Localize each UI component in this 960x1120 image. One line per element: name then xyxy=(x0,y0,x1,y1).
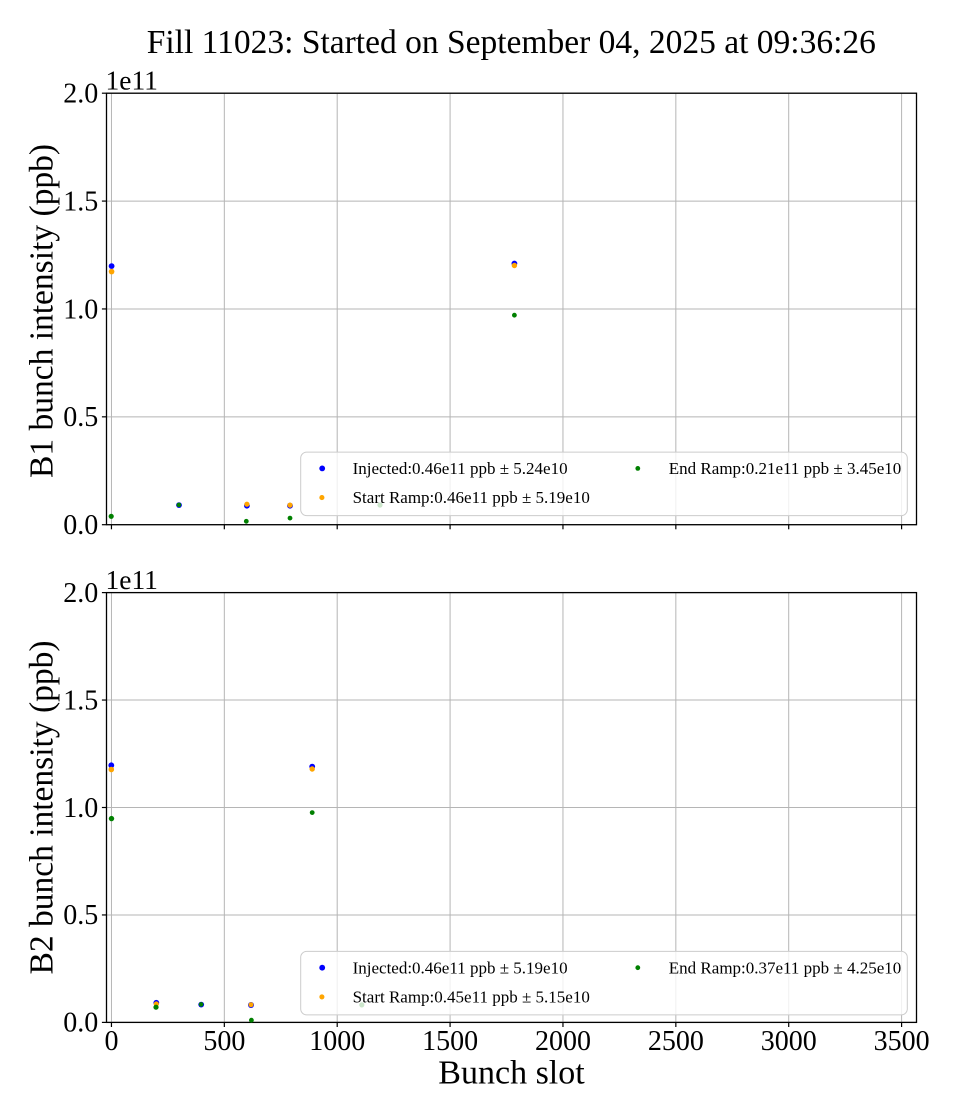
svg-text:0.5: 0.5 xyxy=(63,402,98,433)
svg-text:Start Ramp:0.46e11 ppb ± 5.19e: Start Ramp:0.46e11 ppb ± 5.19e10 xyxy=(353,488,590,507)
svg-text:1.0: 1.0 xyxy=(63,294,98,325)
svg-text:1e11: 1e11 xyxy=(106,65,158,96)
svg-text:1000: 1000 xyxy=(309,1026,365,1057)
svg-text:1.5: 1.5 xyxy=(63,685,98,716)
svg-text:3500: 3500 xyxy=(874,1026,930,1057)
svg-text:Injected:0.46e11 ppb ± 5.19e10: Injected:0.46e11 ppb ± 5.19e10 xyxy=(353,958,568,977)
svg-text:2.0: 2.0 xyxy=(63,79,98,110)
svg-text:0.5: 0.5 xyxy=(63,900,98,931)
svg-text:Bunch slot: Bunch slot xyxy=(438,1054,585,1091)
svg-text:Fill 11023: Started on Septemb: Fill 11023: Started on September 04, 202… xyxy=(147,24,876,61)
svg-text:0: 0 xyxy=(104,1026,118,1057)
svg-text:End Ramp:0.37e11 ppb ± 4.25e10: End Ramp:0.37e11 ppb ± 4.25e10 xyxy=(669,958,902,977)
svg-text:0.0: 0.0 xyxy=(63,510,98,541)
svg-text:1e11: 1e11 xyxy=(106,564,158,595)
svg-text:500: 500 xyxy=(203,1026,245,1057)
svg-text:2500: 2500 xyxy=(648,1026,704,1057)
svg-text:Start Ramp:0.45e11 ppb ± 5.15e: Start Ramp:0.45e11 ppb ± 5.15e10 xyxy=(353,988,590,1007)
svg-text:3000: 3000 xyxy=(761,1026,817,1057)
svg-text:1500: 1500 xyxy=(422,1026,478,1057)
svg-text:1.0: 1.0 xyxy=(63,793,98,824)
svg-text:Injected:0.46e11 ppb ± 5.24e10: Injected:0.46e11 ppb ± 5.24e10 xyxy=(353,459,568,478)
svg-text:B2 bunch intensity (ppb): B2 bunch intensity (ppb) xyxy=(24,640,61,974)
svg-text:B1 bunch intensity (ppb): B1 bunch intensity (ppb) xyxy=(24,144,61,478)
svg-text:0.0: 0.0 xyxy=(63,1008,98,1039)
svg-text:1.5: 1.5 xyxy=(63,186,98,217)
svg-text:2000: 2000 xyxy=(535,1026,591,1057)
svg-text:End Ramp:0.21e11 ppb ± 3.45e10: End Ramp:0.21e11 ppb ± 3.45e10 xyxy=(669,459,902,478)
svg-text:2.0: 2.0 xyxy=(63,578,98,609)
